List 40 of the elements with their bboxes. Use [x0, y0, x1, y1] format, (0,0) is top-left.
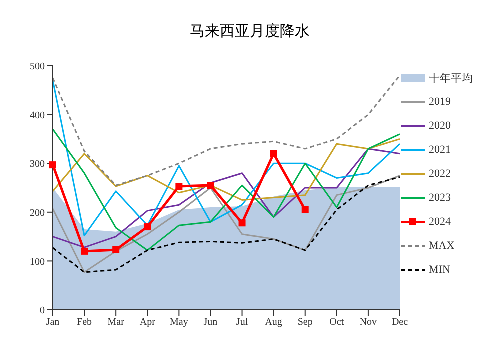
- point: [81, 248, 88, 255]
- y-tick-label: 500: [30, 62, 45, 73]
- x-tick-label: Dec: [392, 317, 409, 328]
- x-tick-label: Jun: [204, 317, 218, 328]
- x-tick-label: Oct: [330, 317, 344, 328]
- x-tick-label: Mar: [108, 317, 126, 328]
- x-tick-label: Nov: [360, 317, 378, 328]
- legend-label: 2019: [429, 96, 451, 108]
- x-tick-label: Apr: [140, 317, 156, 328]
- line-series: [52, 128, 401, 252]
- point: [207, 182, 214, 190]
- legend-label: 2020: [429, 120, 451, 132]
- legend-label: 2023: [429, 192, 451, 204]
- line-series: [52, 80, 401, 237]
- legend-label: MAX: [429, 240, 455, 252]
- y-tick-label: 300: [30, 159, 45, 170]
- point: [144, 224, 152, 231]
- legend-label: 2021: [429, 144, 451, 156]
- x-tick-label: Feb: [77, 317, 92, 328]
- point: [50, 162, 56, 169]
- legend-label: 十年平均: [429, 72, 473, 86]
- point: [238, 220, 246, 227]
- legend-label: 2022: [429, 168, 451, 180]
- point: [112, 246, 120, 254]
- x-tick-label: May: [170, 317, 188, 328]
- line-series: [52, 138, 401, 201]
- y-tick-label: 200: [30, 208, 45, 219]
- y-tick-label: 0: [40, 306, 45, 317]
- x-tick-label: Sep: [298, 317, 313, 328]
- y-tick-label: 100: [30, 256, 45, 268]
- x-tick-label: Jul: [236, 317, 248, 328]
- x-tick-label: Jan: [46, 317, 60, 328]
- legend-label: 2024: [429, 216, 451, 228]
- point: [270, 150, 278, 158]
- point: [176, 183, 183, 190]
- point: [302, 206, 309, 214]
- chart-title: 马来西亚月度降水: [189, 22, 311, 42]
- legend-label: MIN: [429, 264, 450, 276]
- y-tick-label: 400: [30, 110, 45, 122]
- x-tick-label: Aug: [265, 317, 282, 328]
